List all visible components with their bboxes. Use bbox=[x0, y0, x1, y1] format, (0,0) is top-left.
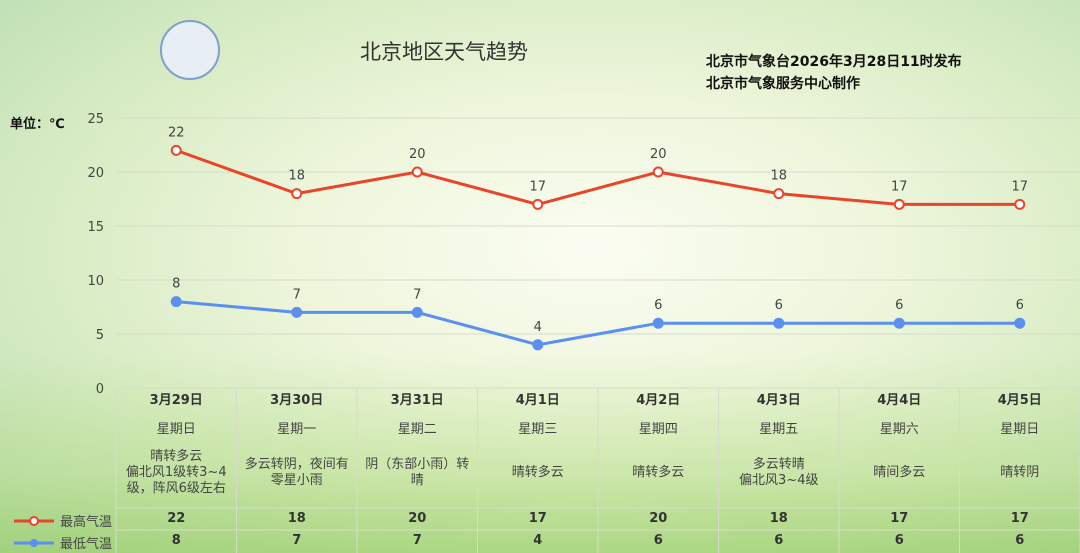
table-date: 3月29日 bbox=[149, 393, 203, 408]
data-point bbox=[652, 317, 664, 329]
table-date: 17 bbox=[528, 511, 547, 526]
data-point bbox=[532, 339, 544, 351]
table-date: 7 bbox=[292, 533, 302, 548]
table-date: 17 bbox=[1010, 511, 1029, 526]
data-point bbox=[1014, 317, 1026, 329]
meteorological-logo bbox=[160, 20, 220, 80]
data-label: 17 bbox=[1011, 179, 1028, 194]
data-point bbox=[893, 198, 905, 210]
data-label: 6 bbox=[654, 298, 662, 313]
y-tick-label: 25 bbox=[87, 112, 104, 127]
table-weather: 晴转多云 bbox=[511, 465, 564, 480]
data-point bbox=[532, 198, 544, 210]
data-label: 6 bbox=[775, 298, 783, 313]
data-label: 20 bbox=[409, 147, 426, 162]
table-date: 18 bbox=[287, 511, 306, 526]
table-weekday: 星期六 bbox=[879, 422, 919, 437]
data-label: 18 bbox=[770, 169, 787, 184]
table-weekday: 星期二 bbox=[397, 422, 437, 437]
y-tick-label: 15 bbox=[87, 220, 104, 235]
data-label: 20 bbox=[650, 147, 667, 162]
data-point bbox=[773, 188, 785, 200]
data-label: 8 bbox=[172, 277, 180, 292]
data-label: 6 bbox=[895, 298, 903, 313]
table-date: 3月31日 bbox=[390, 393, 444, 408]
data-point bbox=[291, 306, 303, 318]
table-weather: 多云转阴，夜间有零星小雨 bbox=[244, 457, 349, 488]
data-label: 17 bbox=[891, 179, 908, 194]
y-tick-label: 10 bbox=[87, 274, 104, 289]
table-weekday: 星期一 bbox=[277, 422, 317, 437]
table-weather: 晴转多云 偏北风1级转3~4级，阵风6级左右 bbox=[125, 449, 227, 496]
table-weekday: 星期日 bbox=[1000, 422, 1040, 437]
table-date: 6 bbox=[653, 533, 663, 548]
series-line-high bbox=[175, 148, 1020, 206]
background-grass bbox=[0, 353, 1080, 553]
legend-high-label: 最高气温 bbox=[60, 515, 113, 530]
table-weekday: 星期四 bbox=[638, 422, 678, 437]
table-weather: 晴转阴 bbox=[1000, 465, 1040, 480]
table-weather: 阴（东部小雨）转晴 bbox=[365, 457, 470, 488]
table-date: 4月5日 bbox=[997, 393, 1042, 408]
table-date: 7 bbox=[412, 533, 422, 548]
data-point bbox=[773, 317, 785, 329]
data-point bbox=[893, 317, 905, 329]
data-point bbox=[170, 296, 182, 308]
data-label: 18 bbox=[288, 169, 305, 184]
data-label: 7 bbox=[413, 287, 421, 302]
chart-title: 北京地区天气趋势 bbox=[360, 40, 528, 64]
legend-low-label: 最低气温 bbox=[60, 537, 113, 552]
table-date: 4月2日 bbox=[636, 393, 681, 408]
data-point bbox=[411, 166, 423, 178]
data-point bbox=[411, 306, 423, 318]
data-point bbox=[291, 188, 303, 200]
legend-high: 最高气温 bbox=[14, 511, 112, 530]
table-weekday: 星期三 bbox=[518, 422, 558, 437]
table-date: 22 bbox=[167, 511, 186, 526]
table-date: 3月30日 bbox=[270, 393, 324, 408]
data-point bbox=[170, 144, 182, 156]
table-weekday: 星期日 bbox=[156, 422, 196, 437]
table-weather: 晴转多云 bbox=[632, 465, 685, 480]
table-date: 6 bbox=[1015, 533, 1025, 548]
data-label: 4 bbox=[534, 320, 542, 335]
table-date: 8 bbox=[171, 533, 181, 548]
unit-label: 单位：℃ bbox=[10, 117, 65, 132]
table-date: 4月4日 bbox=[877, 393, 922, 408]
table-date: 18 bbox=[769, 511, 788, 526]
table-weather: 晴间多云 bbox=[873, 465, 926, 480]
publisher-line-2: 北京市气象服务中心制作 bbox=[706, 76, 860, 92]
table-weather: 多云转晴 偏北风3~4级 bbox=[739, 457, 819, 488]
table-date: 6 bbox=[774, 533, 784, 548]
data-point bbox=[1014, 198, 1026, 210]
y-tick-label: 5 bbox=[96, 328, 104, 343]
table-date: 4月1日 bbox=[515, 393, 560, 408]
publisher-line-1: 北京市气象台2026年3月28日11时发布 bbox=[706, 54, 962, 70]
y-tick-label: 20 bbox=[87, 166, 104, 181]
data-label: 6 bbox=[1016, 298, 1024, 313]
data-label: 17 bbox=[529, 179, 546, 194]
table-date: 20 bbox=[649, 511, 668, 526]
table-date: 6 bbox=[894, 533, 904, 548]
data-label: 7 bbox=[293, 287, 301, 302]
table-date: 4月3日 bbox=[756, 393, 801, 408]
data-label: 22 bbox=[168, 125, 185, 140]
series-line-low bbox=[176, 300, 1020, 347]
y-tick-label: 0 bbox=[96, 382, 104, 397]
legend-low: 最低气温 bbox=[14, 533, 112, 552]
table-date: 17 bbox=[890, 511, 909, 526]
table-weekday: 星期五 bbox=[759, 422, 799, 437]
table-date: 4 bbox=[533, 533, 543, 548]
data-point bbox=[652, 166, 664, 178]
table-date: 20 bbox=[408, 511, 427, 526]
